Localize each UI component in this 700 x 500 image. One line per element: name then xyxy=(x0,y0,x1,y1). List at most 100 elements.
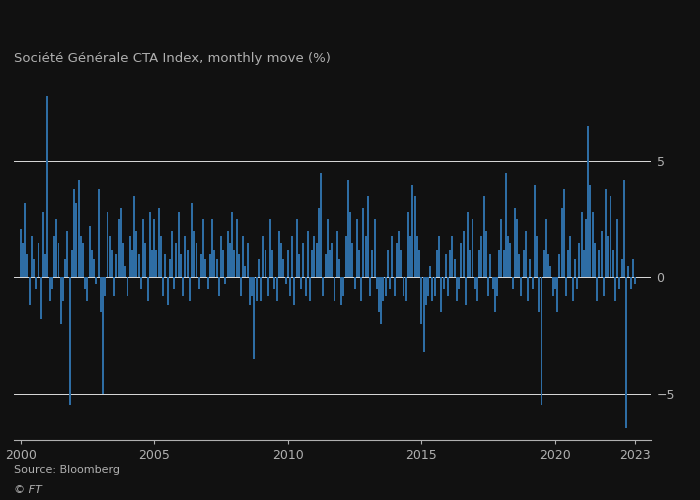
Bar xyxy=(71,250,73,278)
Bar xyxy=(187,250,188,278)
Bar xyxy=(436,250,438,278)
Bar xyxy=(478,250,480,278)
Bar xyxy=(108,236,111,278)
Bar xyxy=(578,242,580,278)
Bar xyxy=(133,196,135,278)
Bar xyxy=(621,259,622,278)
Bar xyxy=(461,242,462,278)
Bar xyxy=(444,254,447,278)
Bar xyxy=(510,242,511,278)
Bar xyxy=(193,231,195,278)
Bar xyxy=(592,212,594,278)
Bar xyxy=(180,254,182,278)
Bar xyxy=(285,278,286,284)
Bar xyxy=(295,220,298,278)
Bar xyxy=(627,266,629,278)
Bar xyxy=(218,278,220,296)
Bar xyxy=(367,196,369,278)
Bar xyxy=(320,173,322,278)
Bar xyxy=(309,278,311,300)
Bar xyxy=(427,278,429,296)
Bar xyxy=(634,278,636,284)
Bar xyxy=(93,259,95,278)
Bar xyxy=(610,196,612,278)
Bar xyxy=(469,250,471,278)
Bar xyxy=(569,236,571,278)
Bar xyxy=(585,220,587,278)
Bar xyxy=(274,278,275,289)
Bar xyxy=(414,196,416,278)
Bar xyxy=(182,278,184,296)
Bar xyxy=(82,242,84,278)
Bar xyxy=(589,184,592,278)
Bar xyxy=(331,242,333,278)
Bar xyxy=(442,278,444,289)
Bar xyxy=(167,278,169,305)
Bar xyxy=(155,250,158,278)
Bar xyxy=(76,203,77,278)
Bar xyxy=(572,278,573,300)
Bar xyxy=(574,259,576,278)
Bar xyxy=(135,231,137,278)
Bar xyxy=(567,250,569,278)
Bar xyxy=(423,278,424,351)
Bar xyxy=(536,236,538,278)
Bar xyxy=(69,278,71,405)
Bar xyxy=(84,278,86,289)
Bar xyxy=(354,278,356,289)
Bar xyxy=(122,242,124,278)
Bar xyxy=(561,208,563,278)
Bar xyxy=(329,250,331,278)
Bar xyxy=(431,278,433,300)
Bar xyxy=(298,254,300,278)
Bar xyxy=(202,220,204,278)
Bar xyxy=(280,242,282,278)
Bar xyxy=(393,278,395,296)
Bar xyxy=(612,250,614,278)
Bar xyxy=(387,250,389,278)
Bar xyxy=(312,250,313,278)
Bar xyxy=(518,254,520,278)
Bar xyxy=(60,278,62,324)
Bar xyxy=(267,278,269,296)
Bar xyxy=(289,278,291,296)
Bar xyxy=(222,250,224,278)
Bar xyxy=(164,254,167,278)
Bar xyxy=(153,220,155,278)
Bar xyxy=(31,236,33,278)
Bar xyxy=(176,242,178,278)
Bar xyxy=(531,278,533,289)
Bar xyxy=(258,259,260,278)
Bar xyxy=(491,278,494,289)
Bar xyxy=(125,266,126,278)
Bar xyxy=(529,259,531,278)
Text: Société Générale CTA Index, monthly move (%): Société Générale CTA Index, monthly move… xyxy=(14,52,331,65)
Bar xyxy=(314,236,316,278)
Bar xyxy=(398,231,400,278)
Bar xyxy=(22,242,24,278)
Bar xyxy=(151,250,153,278)
Bar xyxy=(563,189,565,278)
Bar xyxy=(385,278,386,296)
Bar xyxy=(323,278,324,296)
Bar xyxy=(521,278,522,296)
Bar xyxy=(171,231,173,278)
Bar xyxy=(547,254,550,278)
Bar xyxy=(454,259,456,278)
Bar xyxy=(227,231,229,278)
Bar xyxy=(363,208,365,278)
Bar xyxy=(127,278,129,296)
Bar xyxy=(580,212,582,278)
Bar xyxy=(351,242,354,278)
Bar xyxy=(48,278,50,300)
Bar xyxy=(598,250,601,278)
Bar xyxy=(358,250,360,278)
Bar xyxy=(307,231,309,278)
Bar xyxy=(269,220,271,278)
Bar xyxy=(100,278,102,312)
Bar xyxy=(42,212,44,278)
Bar xyxy=(265,250,267,278)
Bar xyxy=(365,236,367,278)
Bar xyxy=(149,212,150,278)
Bar xyxy=(95,278,97,284)
